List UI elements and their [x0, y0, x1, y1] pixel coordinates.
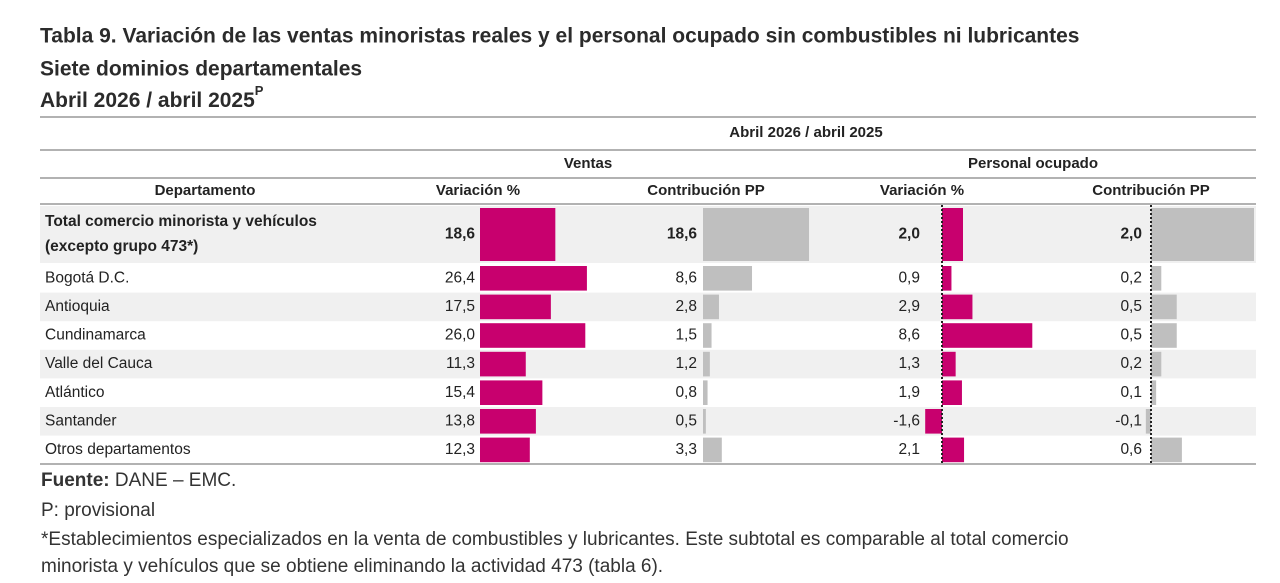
data-bar	[480, 409, 536, 434]
data-bar	[942, 294, 973, 320]
row-label: Santander	[45, 412, 117, 429]
data-bar	[1151, 437, 1182, 463]
row-background	[40, 292, 1256, 322]
row-label: (excepto grupo 473*)	[45, 238, 198, 255]
cell-value: 12,3	[445, 441, 475, 458]
column-header: Variación %	[880, 182, 964, 199]
cell-value: 13,8	[445, 412, 475, 429]
data-bar	[480, 208, 556, 261]
data-bar	[703, 351, 710, 377]
row-label: Atlántico	[45, 384, 104, 401]
data-bar	[480, 266, 587, 291]
data-bar	[1151, 294, 1177, 320]
data-bar	[942, 323, 1033, 348]
data-bar	[703, 323, 712, 348]
data-bar	[1151, 380, 1157, 405]
cell-value: 11,3	[446, 355, 475, 372]
source-text: DANE – EMC.	[110, 470, 237, 491]
group-header: Ventas	[564, 155, 612, 172]
cell-value: 0,9	[898, 269, 920, 286]
cell-value: 0,5	[1120, 327, 1142, 344]
data-bar	[703, 208, 810, 261]
data-bar	[942, 437, 965, 463]
cell-value: 18,6	[445, 226, 476, 243]
data-bar	[480, 351, 526, 377]
cell-value: 0,2	[1120, 269, 1142, 286]
cell-value: 8,6	[898, 327, 920, 344]
cell-value: 1,5	[675, 327, 697, 344]
cell-value: 2,8	[675, 298, 697, 315]
note: P: provisional	[41, 500, 155, 521]
data-bar	[1151, 323, 1177, 348]
row-label: Otros departamentos	[45, 441, 191, 458]
data-bar	[1145, 409, 1151, 434]
source-label: Fuente:	[41, 470, 110, 491]
cell-value: 8,6	[675, 269, 697, 286]
group-header: Personal ocupado	[968, 155, 1098, 172]
cell-value: 0,1	[1120, 384, 1142, 401]
cell-value: -0,1	[1115, 412, 1142, 429]
note: minorista y vehículos que se obtiene eli…	[41, 556, 663, 577]
period: Abril 2026 / abril 2025	[40, 89, 255, 112]
data-bar	[480, 380, 543, 405]
row-label: Cundinamarca	[45, 327, 146, 344]
data-bar	[942, 351, 956, 377]
data-bar	[1151, 208, 1254, 261]
row-label: Bogotá D.C.	[45, 269, 129, 286]
cell-value: 1,2	[675, 355, 697, 372]
data-bar	[1151, 266, 1162, 291]
row-background	[40, 206, 1256, 263]
data-bar	[1151, 351, 1162, 377]
cell-value: 1,3	[898, 355, 920, 372]
note: *Establecimientos especializados en la v…	[41, 529, 1069, 550]
cell-value: 0,8	[675, 384, 697, 401]
cell-value: 2,9	[898, 298, 920, 315]
cell-value: 1,9	[898, 384, 920, 401]
cell-value: 15,4	[445, 384, 476, 401]
cell-value: 0,2	[1120, 355, 1142, 372]
data-bar	[480, 294, 551, 320]
row-background	[40, 349, 1256, 379]
title: Tabla 9. Variación de las ventas minoris…	[40, 25, 1079, 48]
data-bar	[925, 409, 942, 434]
data-bar	[703, 380, 708, 405]
table-body: Total comercio minorista y vehículos (exc…	[40, 206, 1256, 463]
data-bar	[942, 380, 962, 405]
cell-value: 2,1	[898, 441, 920, 458]
cell-value: 0,6	[1120, 441, 1142, 458]
cell-value: 17,5	[445, 298, 475, 315]
source: Fuente: DANE – EMC.	[41, 470, 236, 491]
data-bar	[942, 266, 952, 291]
data-bar	[703, 437, 722, 463]
cell-value: 0,5	[675, 412, 697, 429]
column-header: Departamento	[155, 182, 256, 199]
data-bar	[480, 323, 586, 348]
column-header: Variación %	[436, 182, 520, 199]
cell-value: 2,0	[1120, 226, 1142, 243]
table-period: Abril 2026 / abril 2025	[729, 124, 882, 141]
row-label: Total comercio minorista y vehículos	[45, 213, 317, 230]
period-note: P	[255, 83, 264, 98]
row-label: Antioquia	[45, 298, 110, 315]
cell-value: 2,0	[898, 226, 920, 243]
subtitle: Siete dominios departamentales	[40, 58, 362, 81]
cell-value: 3,3	[675, 441, 697, 458]
column-header: Contribución PP	[647, 182, 765, 199]
data-bar	[703, 266, 753, 291]
period-title: Abril 2026 / abril 2025P	[40, 83, 264, 111]
cell-value: 26,4	[445, 269, 476, 286]
data-bar	[703, 409, 706, 434]
cell-value: -1,6	[893, 412, 920, 429]
data-bar	[480, 437, 530, 463]
row-label: Valle del Cauca	[45, 355, 153, 372]
cell-value: 0,5	[1120, 298, 1142, 315]
data-bar	[703, 294, 719, 320]
data-bar	[942, 208, 963, 261]
cell-value: 18,6	[667, 226, 698, 243]
column-header: Contribución PP	[1092, 182, 1210, 199]
row-background	[40, 407, 1256, 436]
cell-value: 26,0	[445, 327, 476, 344]
